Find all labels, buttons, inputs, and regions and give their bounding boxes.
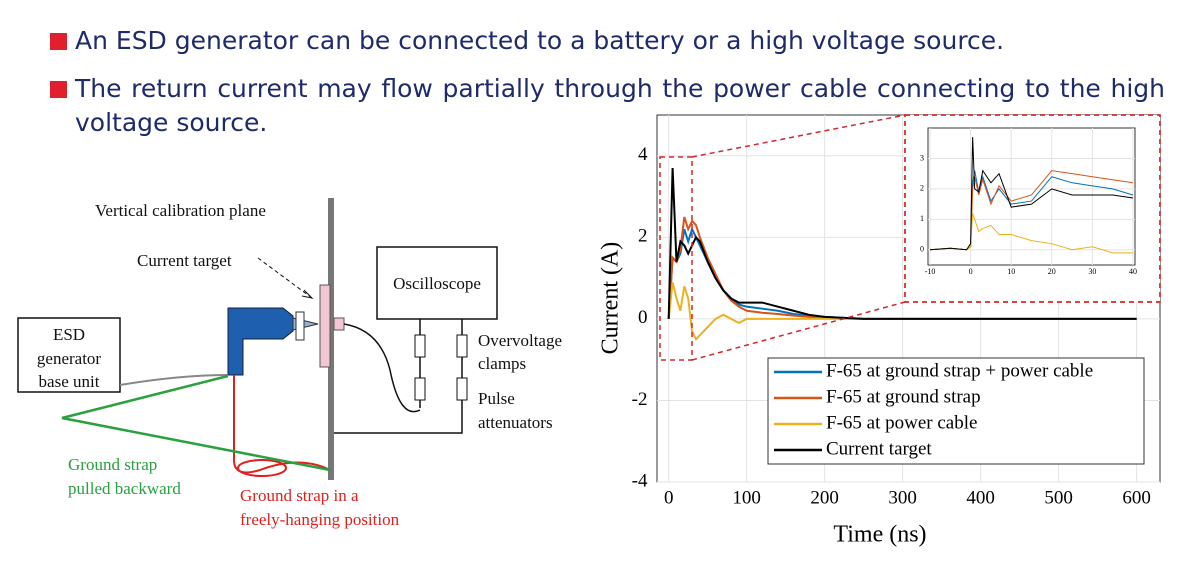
x-tick-label: 40 [1129, 267, 1137, 276]
strap-backward [61, 374, 331, 472]
y-tick-label: 3 [920, 153, 924, 162]
connector [333, 317, 345, 331]
y-tick-label: 2 [638, 226, 648, 247]
legend-label: F-65 at ground strap [826, 386, 981, 407]
label: Current target [137, 251, 232, 270]
oscilloscope-box [376, 246, 498, 320]
x-tick-label: 0 [664, 487, 674, 508]
cable [334, 319, 463, 434]
cable [119, 374, 229, 386]
y-tick-label: 0 [920, 245, 924, 254]
clamp [456, 334, 468, 358]
x-tick-label: 10 [1007, 267, 1015, 276]
diagram [17, 198, 498, 480]
y-tick-label: 2 [920, 184, 924, 193]
series-line [929, 137, 1134, 251]
x-tick-label: 30 [1088, 267, 1096, 276]
label: freely-hanging position [240, 510, 400, 529]
y-tick-label: -2 [632, 389, 648, 410]
legend-label: F-65 at power cable [826, 412, 977, 433]
label: pulled backward [68, 479, 181, 498]
label: Ground strap [68, 455, 157, 474]
legend-box [767, 357, 1145, 465]
y-tick-label: 0 [638, 307, 648, 328]
x-tick-label: 20 [1048, 267, 1056, 276]
esd-base-box [17, 317, 121, 393]
label: Overvoltage [478, 331, 562, 350]
inset-frame [904, 114, 1161, 303]
legend-label: F-65 at ground strap + power cable [826, 360, 1093, 381]
esd-gun [227, 307, 294, 376]
arrow-head [301, 289, 314, 299]
bullet-marker [50, 81, 67, 98]
x-tick-label: 100 [732, 487, 761, 508]
label: Oscilloscope [393, 274, 481, 293]
bullet-text: The return current may flow partially th… [75, 74, 1165, 137]
x-tick-label: 0 [969, 267, 973, 276]
y-axis-label: Current (A) [598, 242, 624, 355]
pointer [257, 257, 313, 299]
y-tick-label: -4 [632, 470, 648, 491]
inset-chart: -10 0 10 20 30 40 0 1 2 3 [920, 127, 1137, 276]
x-tick-label: -10 [925, 267, 936, 276]
label: generator [37, 349, 102, 368]
gun-ring [295, 311, 305, 341]
strap-hanging [233, 375, 331, 474]
label: Pulse [478, 389, 515, 408]
series-line [929, 213, 1133, 254]
strap-loop [237, 459, 287, 477]
clamp [414, 334, 426, 358]
attenuator [414, 377, 426, 401]
label: clamps [478, 354, 526, 373]
bullet-marker [50, 33, 67, 50]
zoom-link [691, 301, 906, 361]
series-line [667, 167, 1137, 320]
legend-label: Current target [826, 438, 932, 459]
y-tick-label: 4 [638, 144, 648, 165]
label: Ground strap in a [240, 486, 359, 505]
cable [343, 323, 421, 413]
label: Vertical calibration plane [95, 201, 266, 220]
x-axis-label: Time (ns) [833, 522, 926, 548]
label: ESD [53, 325, 85, 344]
x-tick-label: 300 [888, 487, 917, 508]
calibration-plane [328, 198, 334, 480]
bullet-text: An ESD generator can be connected to a b… [75, 26, 1005, 55]
target [319, 284, 331, 368]
zoom-link [691, 114, 906, 158]
x-tick-label: 500 [1044, 487, 1073, 508]
label: base unit [39, 372, 100, 391]
x-tick-label: 400 [966, 487, 995, 508]
label: attenuators [478, 413, 553, 432]
plot-area [927, 127, 1136, 266]
x-tick-label: 200 [810, 487, 839, 508]
y-tick-label: 1 [920, 214, 924, 223]
attenuator [456, 377, 468, 401]
x-tick-label: 600 [1122, 487, 1151, 508]
